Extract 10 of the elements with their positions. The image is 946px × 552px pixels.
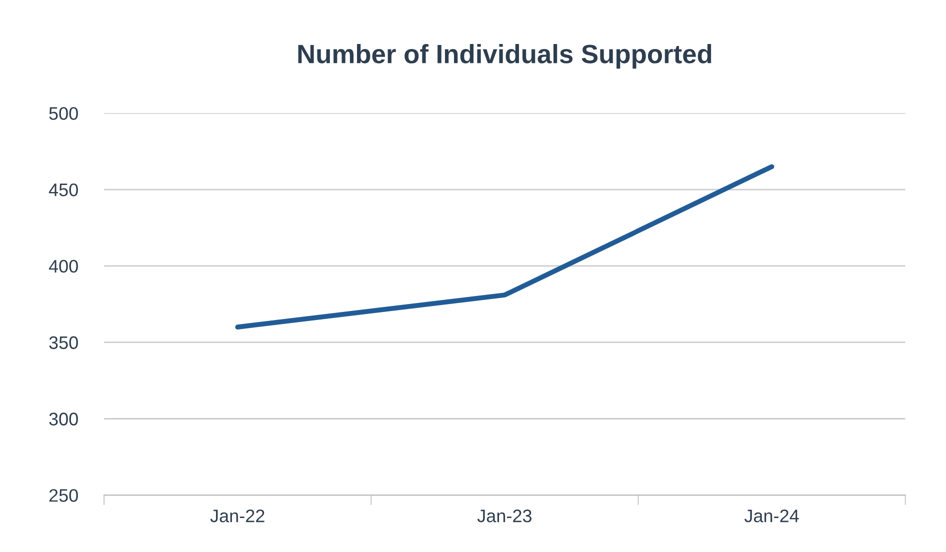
y-tick-label: 400 bbox=[48, 260, 78, 273]
y-tick-label: 250 bbox=[49, 489, 78, 502]
y-tick-label: 350 bbox=[49, 336, 78, 350]
x-tick-label: Jan-23 bbox=[477, 510, 532, 522]
y-tick-label: 450 bbox=[48, 183, 78, 196]
x-tick-label: Jan-22 bbox=[210, 510, 264, 522]
x-tick-label: Jan-24 bbox=[744, 510, 799, 522]
y-tick-label: 300 bbox=[49, 412, 78, 426]
y-tick-label: 500 bbox=[49, 107, 78, 120]
chart-title: Number of Individuals Supported bbox=[298, 44, 712, 69]
